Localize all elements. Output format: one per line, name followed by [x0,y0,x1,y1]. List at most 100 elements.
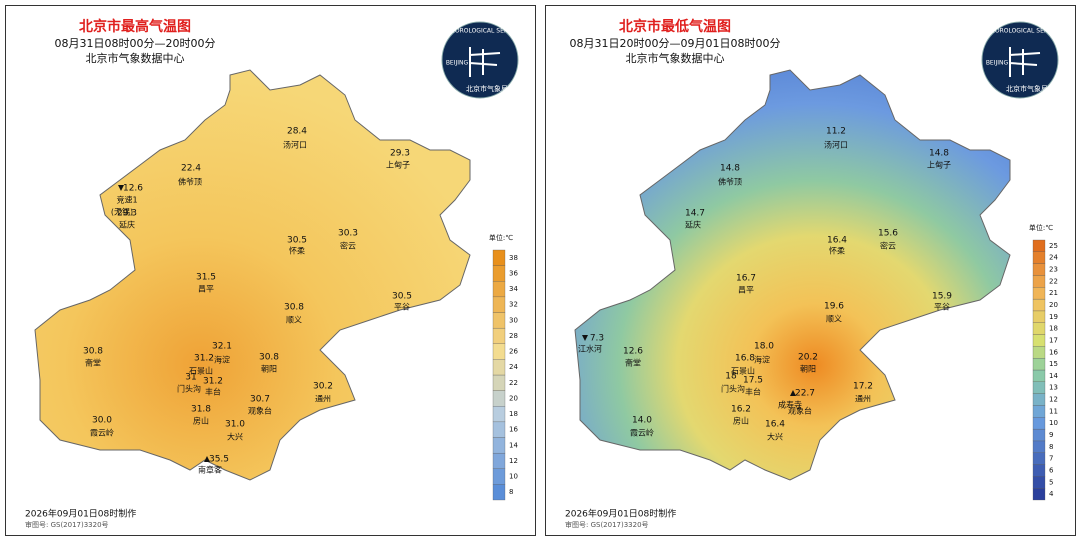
station-value: 30.0 [92,416,112,426]
map-period: 08月31日20时00分—09月01日08时00分 [570,37,781,50]
station-name: 佛爷顶 [718,177,742,187]
station-name: 顺义 [826,315,842,324]
station-value: 30.5 [392,292,412,302]
legend-swatch [1032,488,1046,501]
legend-swatch [1032,393,1046,406]
logo-emblem [1009,47,1041,77]
legend-label: 16 [1049,348,1058,356]
station-value: 19.6 [824,302,844,312]
station-name: 门头沟 [721,384,745,394]
station-note: (无锡) [111,208,133,217]
legend-label: 20 [1049,301,1058,309]
legend-label: 18 [509,410,518,418]
legend-label: 4 [1049,490,1054,498]
station-value: 18.0 [754,342,774,352]
station-value: 29.3 [117,209,137,219]
legend-swatch [492,484,506,501]
station-name: 丰台 [745,387,761,397]
legend-label: 6 [1049,466,1054,474]
map-title: 北京市最低气温图 [619,18,731,35]
legend-swatch [1032,287,1046,300]
map-period: 08月31日08时00分—20时00分 [55,37,216,50]
station-name: 延庆 [119,220,135,230]
legend-swatch [1032,275,1046,288]
legend-swatch [1032,452,1046,465]
station-name: 大兴 [767,432,783,442]
legend-label: 11 [1049,407,1058,415]
station-name: 房山 [193,416,209,426]
station-name: 观象台 [788,406,812,416]
station-name: 上甸子 [927,160,951,170]
station-marker [118,185,124,191]
legend-swatch [1032,369,1046,382]
logo-text: 北京市气象局 [466,84,508,93]
station-value: 28.4 [287,127,307,137]
station-marker [582,335,588,341]
logo-text: BEIJING [986,60,1009,67]
station-value: 30.8 [259,353,279,363]
legend-label: 22 [509,379,518,387]
logo-text: BEIJING [446,60,469,67]
station-name: 平谷 [934,303,950,312]
legend-swatch [492,437,506,454]
legend-label: 18 [1049,325,1058,333]
station-name: 丰台 [205,387,221,397]
legend-swatch [492,281,506,298]
map-title: 北京市最高气温图 [79,18,191,35]
legend-swatch [492,421,506,438]
station-name: 延庆 [685,220,701,230]
legend-label: 5 [1049,478,1053,486]
footer-approval: 审图号: GS(2017)3320号 [25,520,109,529]
station-name: 观象台 [248,406,272,416]
station-value: 35.5 [209,455,229,465]
station-value: 14.8 [929,149,949,159]
legend-label: 22 [1049,277,1058,285]
station-name: 平谷 [394,303,410,312]
station-name: 上甸子 [386,160,410,170]
legend-label: 14 [1049,372,1058,380]
logo-text: METEOROLOGICAL SERVICE [978,28,1061,35]
footer-made: 2026年09月01日08时制作 [25,508,136,520]
station-value: 14.8 [720,164,740,174]
legend-swatch [492,468,506,485]
logo [981,21,1059,99]
station-name: 竞速1 [116,195,137,205]
station-name: 石景山 [731,366,755,376]
station-name: 海淀 [214,355,230,365]
station-name: 昌平 [198,285,214,294]
station-value: 17.2 [853,382,873,392]
legend-label: 8 [1049,443,1053,451]
logo-text: METEOROLOGICAL SERVICE [438,28,521,35]
station-name: 怀柔 [829,246,845,256]
station-marker [790,390,796,396]
legend-label: 14 [509,441,518,449]
station-name: 斋堂 [85,358,101,368]
legend-label: 8 [509,488,513,496]
logo [441,21,519,99]
legend-label: 32 [509,301,518,309]
legend-label: 23 [1049,266,1058,274]
station-value: 31.5 [196,273,216,283]
legend-swatch [492,406,506,423]
legend-swatch [1032,322,1046,335]
station-name: 通州 [855,394,871,404]
legend-label: 24 [1049,254,1058,262]
station-value: 22.7 [795,389,815,399]
footer-made: 2026年09月01日08时制作 [565,508,676,520]
station-name: 霞云岭 [630,428,654,438]
legend-swatch [492,390,506,407]
station-value: 31.0 [225,420,245,430]
station-value: 14.0 [632,416,652,426]
station-name: 江水河 [578,344,602,354]
station-value: 30.5 [287,236,307,246]
legend-swatch [1032,334,1046,347]
station-name: 顺义 [286,316,302,325]
station-value: 29.3 [390,149,410,159]
logo-text: 北京市气象局 [1006,84,1048,93]
station-value: 12.6 [123,184,143,194]
station-value: 15.6 [878,229,898,239]
legend-label: 12 [1049,396,1058,404]
legend-label: 20 [509,394,518,402]
legend-swatch [1032,298,1046,312]
